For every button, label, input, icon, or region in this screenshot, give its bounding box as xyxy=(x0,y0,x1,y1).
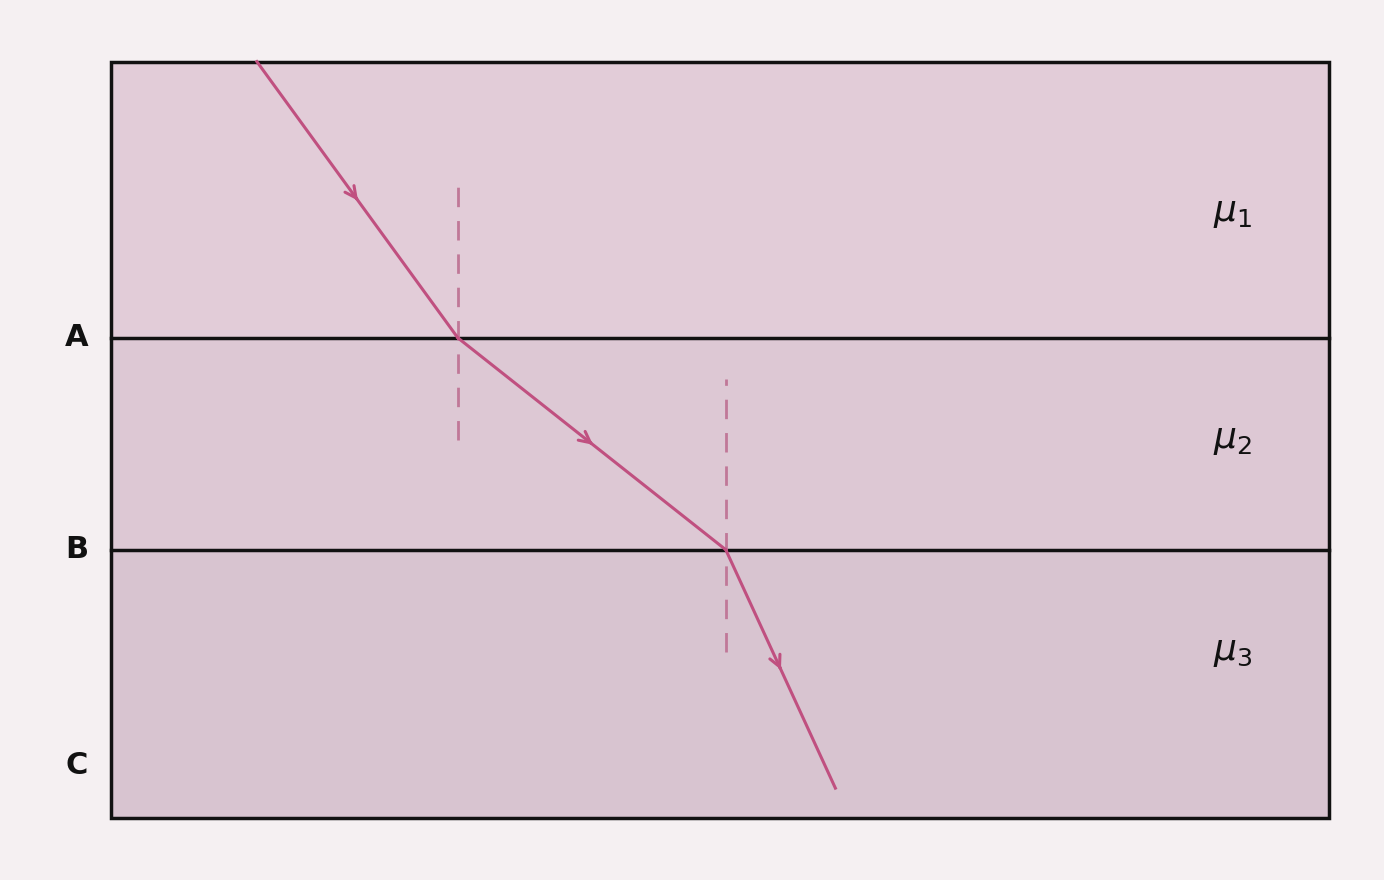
Text: $\mu_{2}$: $\mu_{2}$ xyxy=(1214,423,1253,457)
Text: B: B xyxy=(65,535,89,564)
Text: C: C xyxy=(65,751,87,780)
Bar xyxy=(111,62,1329,818)
Text: $\mu_{1}$: $\mu_{1}$ xyxy=(1212,196,1253,230)
Text: $\mu_{3}$: $\mu_{3}$ xyxy=(1212,634,1253,669)
Text: A: A xyxy=(65,323,89,352)
